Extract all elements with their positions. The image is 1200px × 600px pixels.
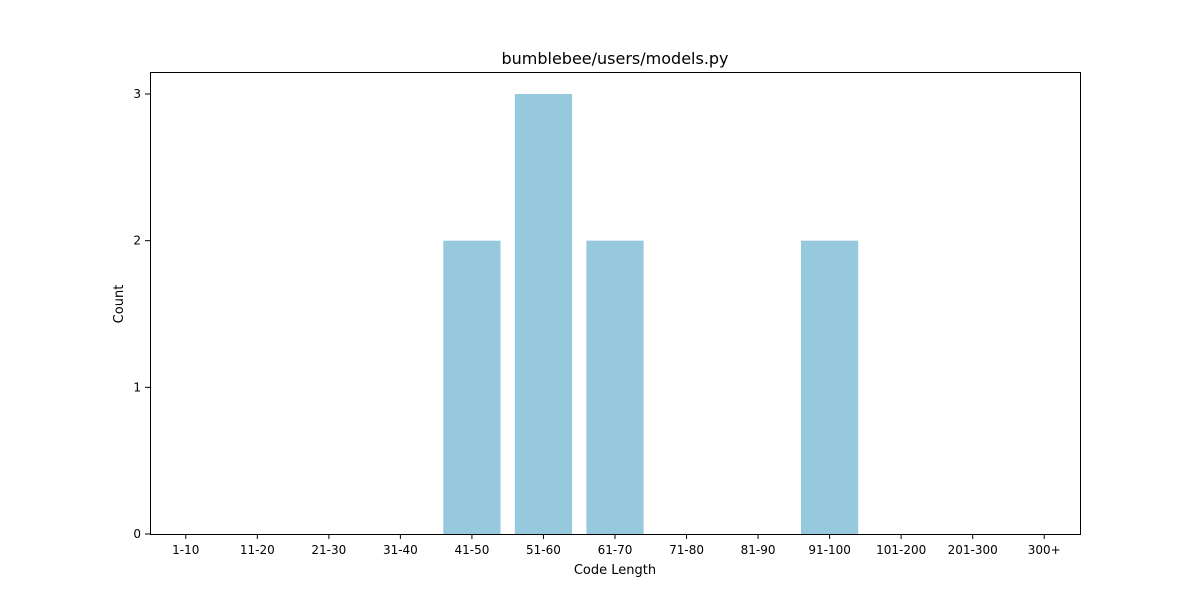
y-tick-label: 2 xyxy=(133,234,141,248)
bars-group xyxy=(443,94,859,535)
x-tick-label: 81-90 xyxy=(741,543,776,557)
bar-61-70 xyxy=(586,240,644,535)
x-tick-label: 91-100 xyxy=(808,543,851,557)
y-axis: 0 1 2 3 xyxy=(133,87,150,541)
x-tick-label: 201-300 xyxy=(948,543,998,557)
x-axis: 1-10 11-20 21-30 31-40 41-50 51-60 61-70 71-80 8… xyxy=(172,534,1061,557)
x-tick-label: 71-80 xyxy=(669,543,704,557)
bar-41-50 xyxy=(443,240,501,535)
x-tick-label: 61-70 xyxy=(598,543,633,557)
bar-91-100 xyxy=(801,240,859,535)
bar-51-60 xyxy=(514,94,573,534)
x-axis-label: Code Length xyxy=(574,563,656,578)
y-tick-label: 1 xyxy=(133,380,141,394)
x-tick-label: 11-20 xyxy=(240,543,275,557)
x-tick-label: 41-50 xyxy=(454,543,489,557)
x-tick-label: 31-40 xyxy=(383,543,418,557)
x-tick-label: 300+ xyxy=(1028,543,1061,557)
x-tick-label: 1-10 xyxy=(172,543,199,557)
y-tick-label: 3 xyxy=(133,87,141,101)
x-tick-label: 51-60 xyxy=(526,543,561,557)
x-tick-label: 101-200 xyxy=(876,543,926,557)
y-tick-label: 0 xyxy=(133,527,141,541)
chart-title: bumblebee/users/models.py xyxy=(501,49,728,68)
y-axis-label: Count xyxy=(112,285,127,324)
x-tick-label: 21-30 xyxy=(311,543,346,557)
